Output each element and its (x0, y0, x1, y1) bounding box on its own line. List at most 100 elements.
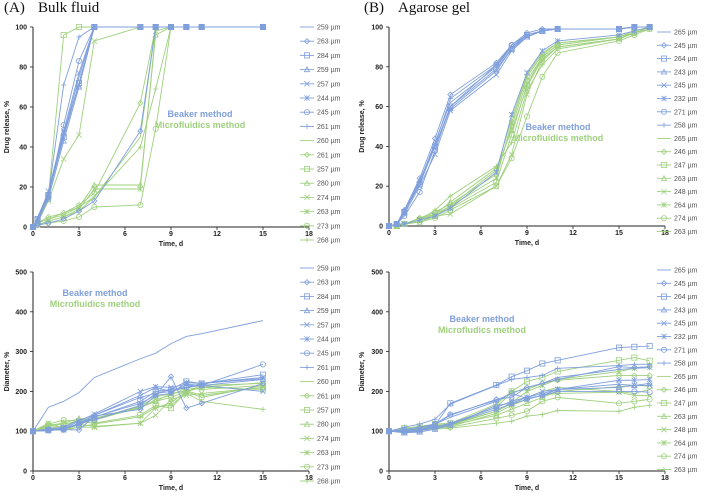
legend-x-marker (304, 321, 310, 328)
data-point-plus-marker (509, 418, 515, 424)
data-point-circle-marker (539, 73, 546, 80)
annotation-microfluidics: Microfludics method (438, 325, 526, 335)
legend-x-marker (661, 320, 667, 327)
data-point-plus-marker (153, 404, 159, 410)
legend-label: 243 µm (674, 69, 698, 76)
legend-label: 274 µm (674, 216, 698, 223)
legend-entry: 259 µm (300, 25, 341, 32)
y-tick-label: 200 (371, 389, 383, 396)
data-point-plus-marker (539, 28, 545, 34)
data-point-plus-marker (647, 361, 653, 367)
data-point-diamond-marker (137, 127, 144, 135)
legend-diamond-marker (660, 280, 668, 287)
legend-entry: 243 µm (657, 68, 698, 76)
data-point-circle-marker (259, 382, 266, 389)
legend-entry: 263 µm (657, 174, 698, 183)
legend-entry: 245 µm (300, 350, 341, 358)
legend-entry: 263 µm (300, 38, 341, 46)
legend-label: 243 µm (674, 307, 698, 314)
data-point-triangle-marker (60, 137, 67, 144)
legend-asterisk-marker (661, 333, 667, 340)
series-line (388, 390, 650, 432)
y-tick-label: 40 (19, 145, 27, 152)
legend-entry: 260 µm (300, 138, 341, 145)
legend-triangle-marker (303, 307, 311, 314)
x-tick-label: 12 (213, 475, 221, 482)
panel-b-label: (B) (364, 0, 384, 16)
series-line (388, 375, 650, 432)
data-point-circle-marker (631, 388, 638, 395)
x-tick-label: 0 (31, 475, 35, 482)
legend-triangle-marker (660, 174, 668, 181)
data-point-plus-marker (183, 390, 189, 396)
legend-circle-marker (661, 453, 668, 460)
data-point-x-marker (60, 156, 67, 162)
legend-entry: 263 µm (657, 412, 698, 421)
legend-diamond-marker (660, 386, 668, 393)
data-point-circle-marker (539, 392, 546, 399)
data-point-asterisk-marker (616, 32, 622, 38)
data-point-diamond-marker (60, 215, 67, 223)
data-point-plus-marker (168, 402, 174, 408)
series-microfluidics (385, 23, 653, 229)
data-point-circle-marker (508, 390, 515, 397)
data-point-plus-marker (509, 139, 515, 146)
series-beaker (385, 343, 653, 436)
series-line (388, 26, 650, 227)
legend-label: 258 µm (674, 123, 698, 130)
series-beaker (385, 23, 653, 229)
legend-entry: 261 µm (300, 123, 341, 131)
data-point-circle-marker (152, 398, 159, 405)
legend-entry: 244 µm (300, 95, 341, 103)
legend-entry: 265 µm (657, 268, 698, 275)
data-point-plus-marker (539, 411, 545, 418)
x-tick-label: 0 (31, 231, 35, 238)
x-tick-label: 9 (525, 230, 529, 237)
data-point-square-marker (539, 360, 546, 367)
legend-entry: 264 µm (657, 55, 698, 63)
legend-label: 245 µm (317, 351, 341, 358)
legend-label: 284 µm (317, 294, 341, 301)
x-tick-label: 12 (569, 475, 577, 482)
legend-diamond-marker (660, 148, 668, 155)
x-tick-label: 12 (213, 231, 221, 238)
data-point-diamond-marker (646, 363, 653, 370)
data-point-plus-marker (493, 62, 499, 68)
y-tick-label: 0 (23, 225, 27, 232)
y-axis-title: Diameter, % (4, 351, 11, 391)
data-point-asterisk-marker (447, 205, 454, 211)
data-point-asterisk-marker (91, 186, 98, 192)
x-tick-label: 6 (479, 475, 483, 482)
series-line (388, 26, 650, 227)
data-point-circle-marker (631, 398, 638, 405)
data-point-circle-marker (401, 213, 408, 220)
legend-square-marker (661, 55, 668, 62)
data-point-diamond-marker (75, 207, 83, 215)
legend-entry: 248 µm (657, 426, 698, 434)
legend-entry: 245 µm (300, 109, 341, 117)
data-point-circle-marker (76, 213, 83, 220)
data-point-diamond-marker (91, 197, 98, 205)
legend-entry: 280 µm (300, 179, 341, 188)
series-beaker (32, 320, 264, 432)
data-point-plus-marker (524, 413, 530, 419)
x-tick-label: 0 (387, 230, 391, 237)
y-tick-label: 60 (375, 104, 383, 111)
legend-label: 264 µm (674, 440, 698, 447)
legend-entry: 245 µm (657, 280, 698, 288)
data-point-plus-marker (493, 420, 499, 426)
data-point-plus-marker (432, 141, 438, 148)
data-point-circle-marker (447, 411, 454, 418)
data-point-plus-marker (401, 207, 407, 213)
legend-entry: 284 µm (300, 293, 341, 301)
data-point-square-marker (554, 357, 561, 364)
data-point-square-marker (616, 344, 623, 351)
legend-entry: 232 µm (657, 333, 698, 341)
x-tick-label: 18 (661, 230, 669, 237)
legend-label: 260 µm (317, 138, 341, 145)
data-point-plus-marker (260, 406, 266, 412)
legend-label: 246 µm (674, 387, 698, 394)
data-point-asterisk-marker (137, 420, 144, 427)
legend-label: 248 µm (674, 427, 698, 434)
y-tick-label: 500 (15, 270, 27, 277)
